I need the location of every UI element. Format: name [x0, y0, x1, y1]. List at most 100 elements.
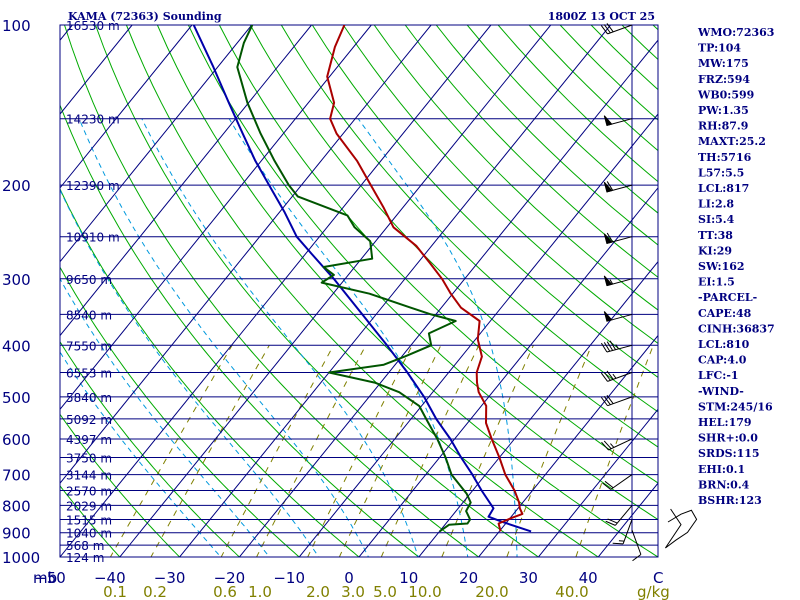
temperature-tick-label: −40: [94, 569, 126, 587]
pressure-tick-label: 400: [2, 337, 31, 355]
parcel-trace-line: [192, 25, 532, 533]
isotherm: [60, 25, 432, 484]
mixing-ratio-line: [506, 345, 593, 557]
index-value: LCL:817: [698, 182, 749, 195]
mixing-ratio-tick-label: 3.0: [341, 583, 365, 600]
dry-adiabat: [60, 187, 360, 557]
pressure-tick-label: 600: [2, 431, 31, 449]
isotherm: [477, 334, 658, 557]
dry-adiabat: [435, 25, 658, 246]
temperature-tick-label: 0: [344, 569, 354, 587]
height-label: 14230 m: [66, 113, 120, 127]
index-value: -PARCEL-: [698, 291, 757, 304]
pressure-labels: 100 200 300 400 500 600 700 800 900 1000: [2, 17, 40, 567]
temperature-tick-label: −20: [214, 569, 246, 587]
index-value: CAP:4.0: [698, 354, 747, 367]
index-value: SHR+:0.0: [698, 432, 758, 445]
mixing-ratio-tick-label: 40.0: [555, 583, 588, 600]
height-label: 5092 m: [66, 413, 112, 427]
mixing-ratio-tick-label: 2.0: [306, 583, 330, 600]
height-labels: 16530 m 14230 m 12390 m 10910 m 9650 m 8540 m…: [66, 19, 120, 565]
mixing-ratio-tick-label: 0.6: [213, 583, 237, 600]
height-label: 10910 m: [66, 231, 120, 245]
dry-adiabat: [125, 25, 600, 557]
index-value: SRDS:115: [698, 447, 760, 460]
mixing-ratio-line: [575, 345, 654, 557]
index-value: RH:87.9: [698, 120, 748, 133]
height-label: 16530 m: [66, 19, 120, 33]
isotherm: [537, 408, 658, 557]
index-value: -WIND-: [698, 385, 744, 398]
chart-title: KAMA (72363) Sounding: [68, 10, 222, 23]
pressure-tick-label: 900: [2, 525, 31, 543]
mixing-ratio-line: [220, 345, 334, 557]
temperature-unit-label: C: [653, 569, 663, 587]
index-value: KI:29: [698, 244, 732, 257]
pressure-tick-label: 1000: [2, 549, 40, 567]
pressure-tick-label: 200: [2, 177, 31, 195]
wind-barb: [600, 370, 633, 382]
index-value: SI:5.4: [698, 213, 735, 226]
index-value: TT:38: [698, 229, 733, 242]
index-value: MAXT:25.2: [698, 135, 766, 148]
pressure-unit-label: mb: [33, 569, 57, 587]
dry-adiabat: [60, 485, 121, 557]
isotherm: [60, 25, 193, 189]
height-label: 1515 m: [66, 514, 112, 528]
index-value: LI:2.8: [698, 198, 734, 211]
height-label: 1040 m: [66, 527, 112, 541]
height-label: 12390 m: [66, 179, 120, 193]
temperature-tick-label: 20: [459, 569, 478, 587]
index-value: LFC:-1: [698, 369, 739, 382]
isotherm: [60, 25, 253, 263]
dry-adiabat: [311, 25, 658, 379]
background-lines: [0, 25, 658, 568]
isotherm: [298, 113, 658, 557]
mixing-ratio-tick-label: 0.2: [143, 583, 167, 600]
isotherm: [597, 482, 658, 557]
isotherm: [60, 25, 372, 411]
chart-datetime: 1800Z 13 OCT 25: [548, 10, 655, 23]
index-value: MW:175: [698, 57, 749, 70]
isotherm: [0, 25, 13, 568]
wind-barb: [601, 438, 633, 451]
plot-frame: [59, 24, 659, 558]
temperature-tick-label: 30: [519, 569, 538, 587]
wind-barb: [612, 519, 633, 545]
dry-adiabat: [342, 25, 658, 345]
isotherm: [178, 25, 611, 557]
wind-barb: [602, 474, 633, 490]
height-label: 3750 m: [66, 452, 112, 466]
dry-adiabat: [187, 25, 658, 521]
index-value: TH:5716: [698, 151, 752, 164]
dry-adiabat: [60, 266, 300, 557]
mixing-ratio-tick-label: 10.0: [408, 583, 441, 600]
stability-indices-panel: WMO:72363 TP:104 MW:175 FRZ:594 WB0:599 PW:1.…: [697, 26, 775, 507]
index-value: EI:1.5: [698, 276, 735, 289]
moist-adiabat: [228, 118, 469, 557]
index-value: EHI:0.1: [698, 463, 745, 476]
hodograph: [664, 508, 698, 549]
height-label: 5840 m: [66, 391, 112, 405]
index-value: WB0:599: [697, 88, 754, 101]
index-value: CAPE:48: [698, 307, 752, 320]
height-label: 3144 m: [66, 469, 112, 483]
height-label: 6553 m: [66, 367, 112, 381]
isotherm: [418, 260, 658, 557]
mixing-ratio-tick-label: 1.0: [248, 583, 272, 600]
dry-adiabat: [559, 25, 658, 121]
mixing-ratio-line: [338, 345, 442, 557]
height-label: 8540 m: [66, 308, 112, 322]
pressure-tick-label: 300: [2, 271, 31, 289]
mixing-ratio-tick-label: 5.0: [373, 583, 397, 600]
profiles: [192, 25, 532, 533]
wind-barb: [600, 395, 633, 407]
hodograph-trace: [664, 508, 698, 549]
temperature-tick-label: −50: [34, 569, 66, 587]
height-label: 4397 m: [66, 433, 112, 447]
mixing-ratio-line: [109, 345, 233, 557]
index-value: BRN:0.4: [698, 478, 750, 491]
pressure-tick-label: 800: [2, 497, 31, 515]
index-value: PW:1.35: [698, 104, 749, 117]
